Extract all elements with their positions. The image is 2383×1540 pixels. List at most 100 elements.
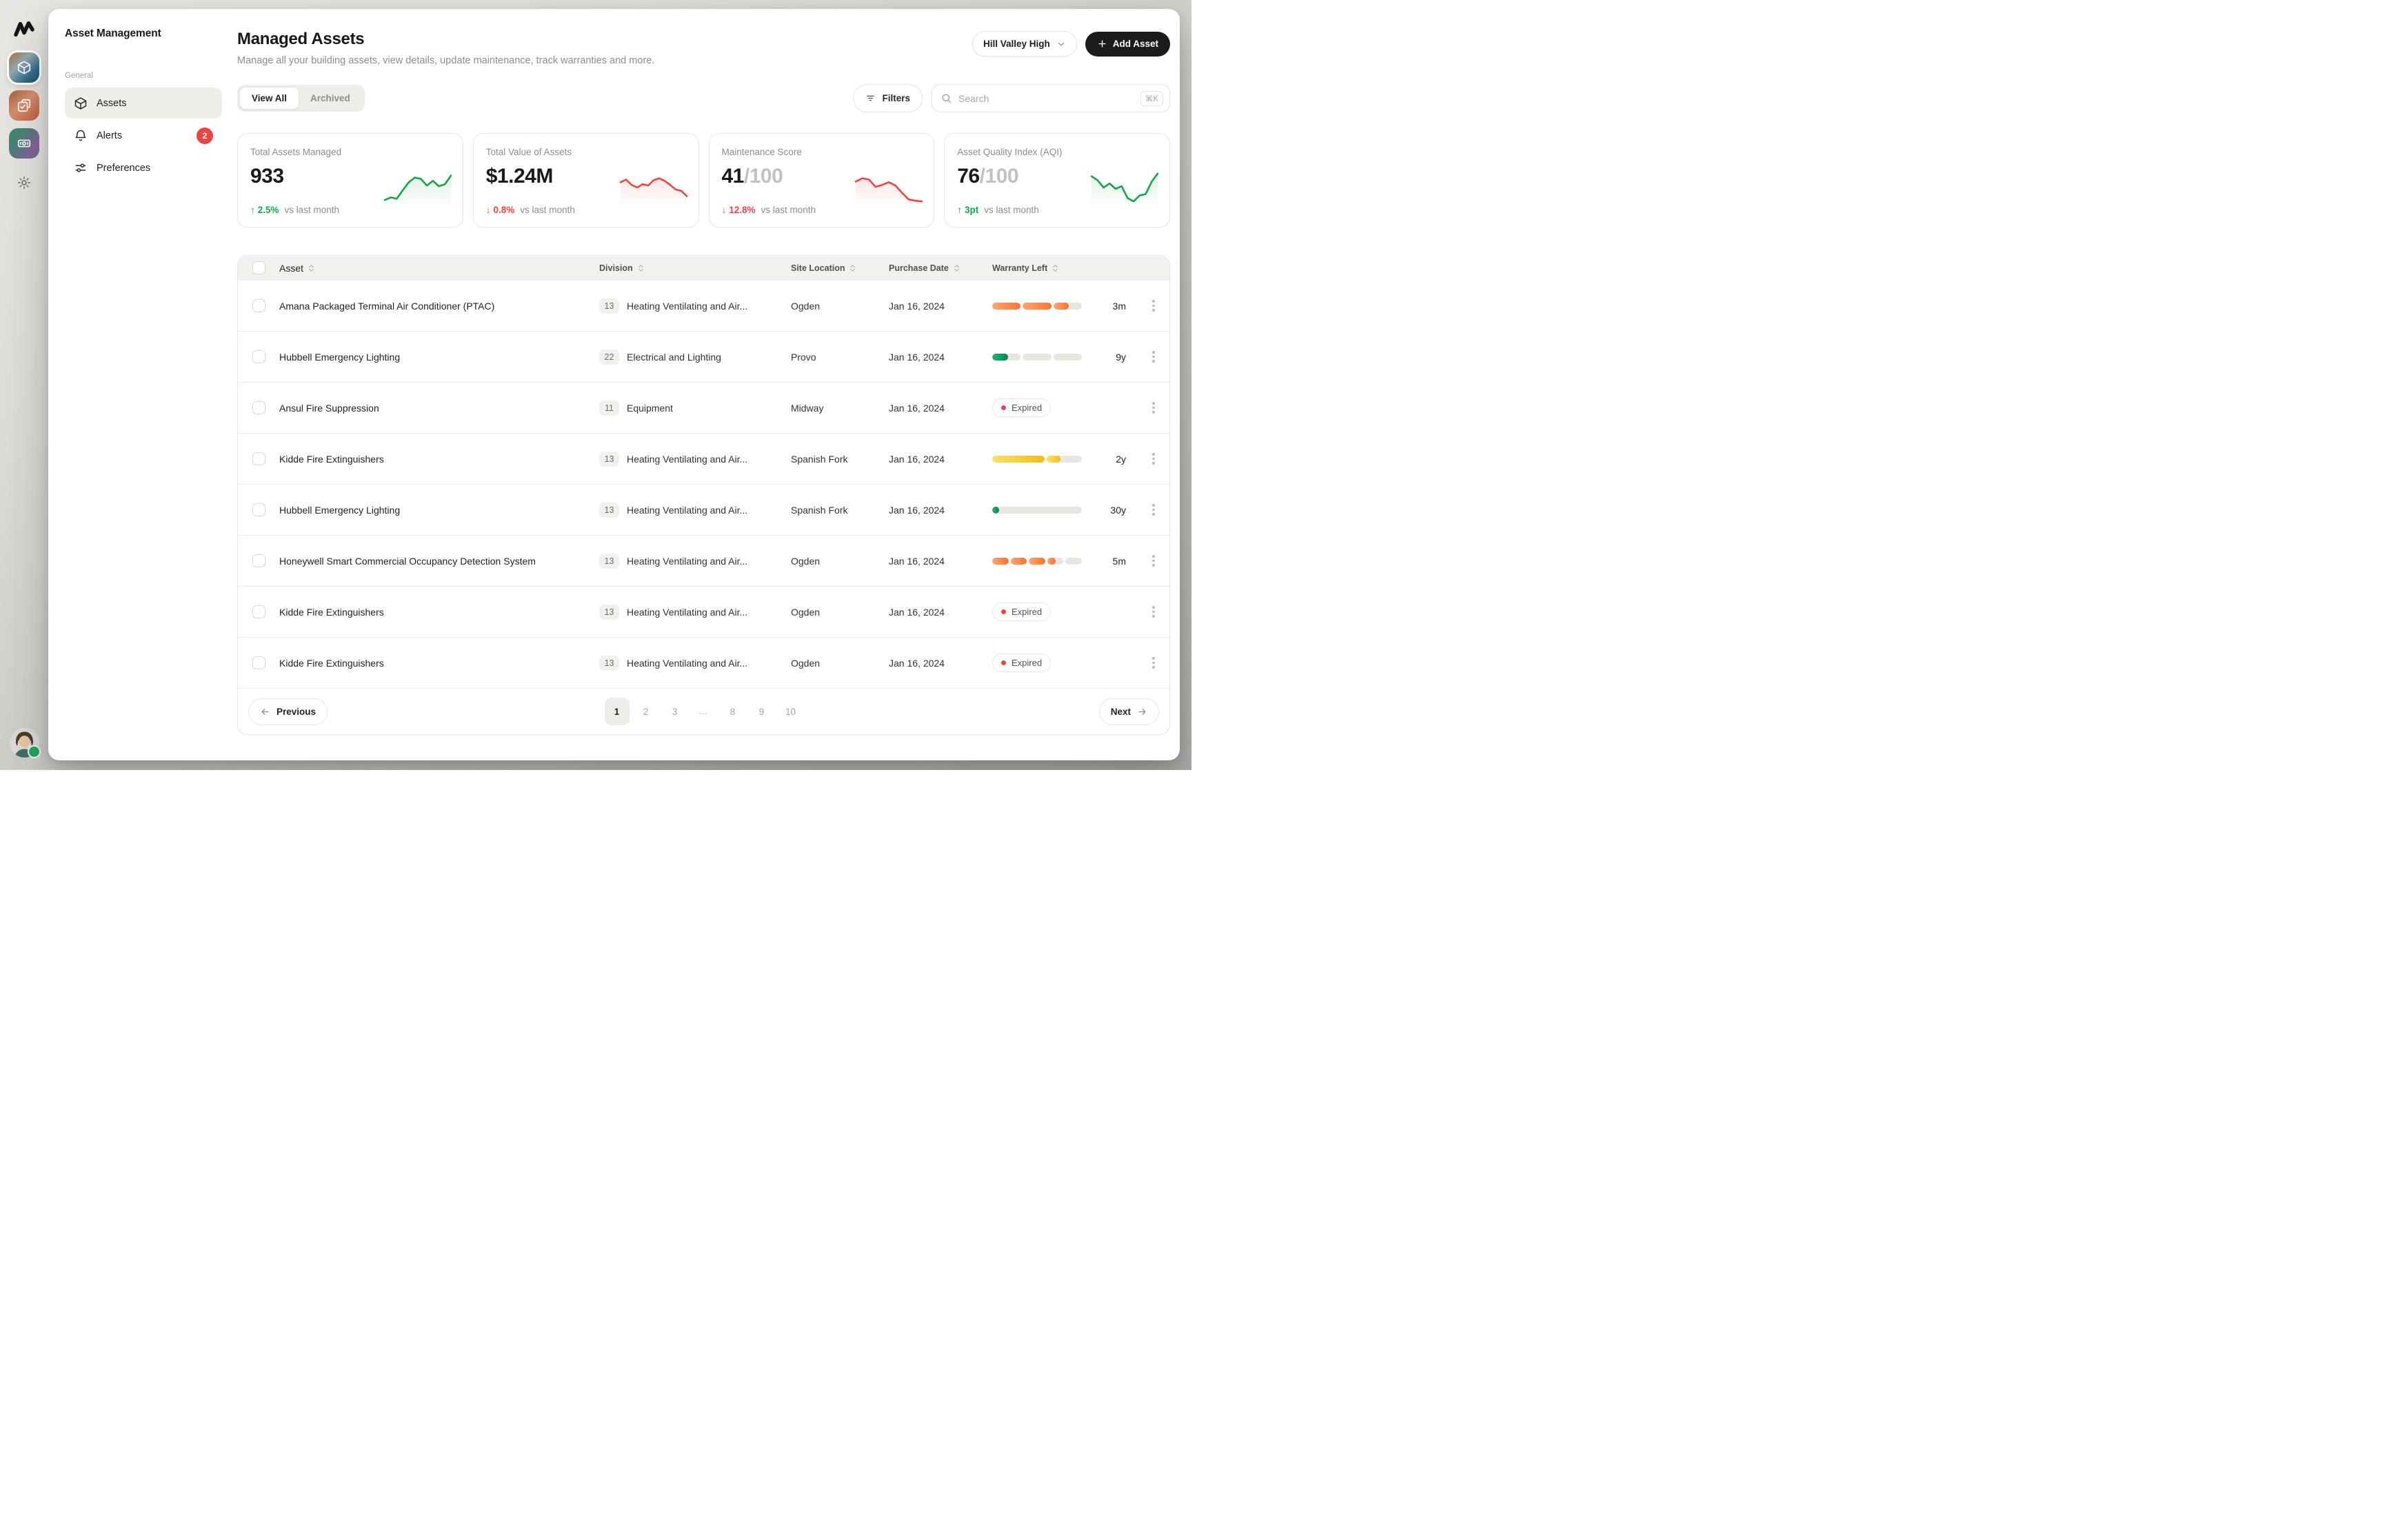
stat-value: 76/100 [957, 165, 1019, 188]
site-location: Ogden [791, 606, 821, 618]
warranty-progress-bar [992, 557, 1082, 565]
row-menu-kebab-icon[interactable] [1148, 500, 1159, 520]
page-number-8[interactable]: 8 [730, 706, 736, 717]
sidebar-item-assets[interactable]: Assets [65, 88, 222, 119]
table-row[interactable]: Kidde Fire Extinguishers 13 Heating Vent… [238, 637, 1169, 688]
column-header-asset[interactable]: Asset [273, 263, 599, 274]
sliders-icon [75, 163, 86, 172]
view-tabs: View All Archived [237, 85, 365, 112]
page-number-3[interactable]: 3 [672, 706, 678, 717]
column-header-warranty-left[interactable]: Warranty Left [992, 263, 1138, 273]
desktop-background: Asset Management General Assets Alerts 2 Pr… [0, 0, 1192, 770]
warranty-cell: Expired [992, 398, 1138, 417]
warranty-cell: 3m [992, 301, 1138, 312]
tab-view-all[interactable]: View All [240, 88, 299, 109]
pagination-ellipsis: ... [698, 707, 708, 716]
settings-gear-icon[interactable] [17, 175, 32, 194]
site-location: Spanish Fork [791, 453, 848, 465]
row-checkbox[interactable] [252, 503, 265, 516]
row-menu-kebab-icon[interactable] [1148, 602, 1159, 622]
table-row[interactable]: Hubbell Emergency Lighting 22 Electrical… [238, 331, 1169, 382]
asset-name: Amana Packaged Terminal Air Conditioner … [279, 300, 495, 312]
asset-name: Kidde Fire Extinguishers [279, 453, 384, 465]
asset-name: Kidde Fire Extinguishers [279, 606, 384, 618]
row-menu-kebab-icon[interactable] [1148, 398, 1159, 418]
warranty-cell: 5m [992, 556, 1138, 567]
row-menu-kebab-icon[interactable] [1148, 653, 1159, 673]
row-menu-kebab-icon[interactable] [1148, 347, 1159, 367]
division-name: Heating Ventilating and Air... [627, 300, 748, 312]
finance-app-icon[interactable] [9, 128, 39, 159]
table-row[interactable]: Amana Packaged Terminal Air Conditioner … [238, 280, 1169, 331]
user-avatar[interactable] [9, 728, 41, 758]
sidebar-item-label: Alerts [97, 130, 123, 141]
division-code-badge: 13 [599, 298, 619, 314]
select-all-checkbox[interactable] [252, 261, 265, 274]
stat-value: 933 [250, 165, 284, 188]
row-checkbox[interactable] [252, 401, 265, 414]
sidebar-item-preferences[interactable]: Preferences [65, 152, 222, 183]
cube-icon [74, 97, 87, 110]
warranty-expired-badge: Expired [992, 654, 1052, 672]
column-header-division[interactable]: Division [599, 263, 791, 273]
assets-app-icon[interactable] [9, 52, 39, 83]
table-row[interactable]: Kidde Fire Extinguishers 13 Heating Vent… [238, 433, 1169, 484]
delta-value: 0.8% [493, 205, 515, 215]
tab-archived[interactable]: Archived [310, 93, 350, 103]
site-selector-value: Hill Valley High [983, 39, 1050, 49]
division-code-badge: 13 [599, 502, 619, 518]
previous-page-button[interactable]: Previous [248, 698, 328, 725]
stat-title: Maintenance Score [721, 147, 802, 157]
row-checkbox[interactable] [252, 452, 265, 465]
sidebar-item-label: Assets [97, 97, 127, 109]
sidebar: Asset Management General Assets Alerts 2 Pr… [48, 9, 237, 760]
division-name: Heating Ventilating and Air... [627, 657, 748, 669]
row-checkbox[interactable] [252, 605, 265, 618]
trend-arrow-icon: ↓ [485, 205, 491, 215]
asset-name: Kidde Fire Extinguishers [279, 657, 384, 669]
next-page-button[interactable]: Next [1098, 698, 1159, 725]
sidebar-section-label: General [65, 72, 93, 80]
page-number-9[interactable]: 9 [758, 706, 765, 717]
division-name: Electrical and Lighting [627, 351, 721, 363]
arrow-left-icon [261, 708, 269, 715]
plus-icon [1098, 40, 1106, 48]
stat-card: Total Value of Assets $1.24M ↓ 0.8% vs l… [472, 133, 699, 227]
column-header-site-location[interactable]: Site Location [791, 263, 889, 273]
table-row[interactable]: Hubbell Emergency Lighting 13 Heating Ve… [238, 484, 1169, 535]
add-asset-button[interactable]: Add Asset [1085, 31, 1170, 57]
table-row[interactable]: Ansul Fire Suppression 11 Equipment Midw… [238, 382, 1169, 433]
tasks-app-icon[interactable] [9, 90, 39, 121]
filters-button[interactable]: Filters [853, 84, 923, 112]
page-number-2[interactable]: 2 [643, 706, 649, 717]
table-row[interactable]: Honeywell Smart Commercial Occupancy Det… [238, 535, 1169, 586]
row-menu-kebab-icon[interactable] [1148, 449, 1159, 469]
division-code-badge: 22 [599, 349, 619, 365]
column-header-purchase-date[interactable]: Purchase Date [889, 263, 992, 273]
row-menu-kebab-icon[interactable] [1148, 296, 1159, 316]
row-checkbox[interactable] [252, 350, 265, 363]
delta-value: 3pt [965, 205, 979, 215]
assets-table: Asset Division Site Location Purchase Da… [237, 255, 1170, 735]
warranty-remaining-label: 3m [1112, 300, 1126, 312]
division-name: Heating Ventilating and Air... [627, 453, 748, 465]
filters-label: Filters [882, 93, 910, 103]
site-selector-dropdown[interactable]: Hill Valley High [972, 31, 1077, 57]
row-menu-kebab-icon[interactable] [1148, 551, 1159, 571]
purchase-date: Jan 16, 2024 [889, 300, 945, 312]
page-number-10[interactable]: 10 [785, 706, 796, 717]
division-code-badge: 13 [599, 655, 619, 671]
warranty-progress-bar [992, 353, 1082, 361]
delta-caption: vs last month [984, 205, 1039, 215]
row-checkbox[interactable] [252, 554, 265, 567]
page-number-1[interactable]: 1 [604, 698, 630, 725]
row-checkbox[interactable] [252, 299, 265, 312]
search-input[interactable]: Search ⌘K [932, 84, 1170, 112]
warranty-progress-bar [992, 455, 1082, 463]
table-row[interactable]: Kidde Fire Extinguishers 13 Heating Vent… [238, 586, 1169, 637]
trend-arrow-icon: ↑ [250, 205, 255, 215]
add-asset-label: Add Asset [1112, 39, 1158, 49]
expired-dot-icon [1001, 660, 1006, 665]
sidebar-item-alerts[interactable]: Alerts 2 [65, 120, 222, 151]
row-checkbox[interactable] [252, 656, 265, 669]
